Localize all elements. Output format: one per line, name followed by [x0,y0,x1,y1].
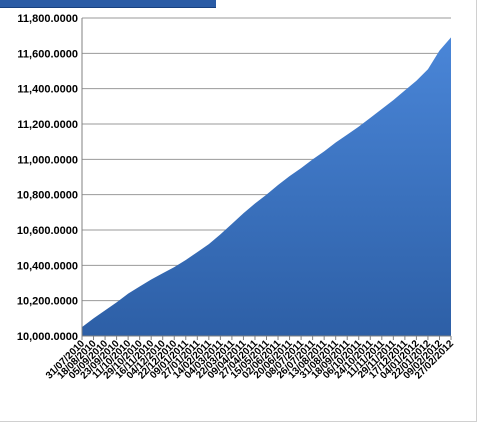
axes [81,18,452,340]
y-tick-label: 10,400.0000 [17,260,78,272]
y-tick-label: 10,800.0000 [17,190,78,202]
chart-header-bar [0,0,216,8]
y-tick-label: 11,400.0000 [17,84,78,96]
y-tick-label: 10,200.0000 [17,296,78,308]
y-tick-label: 10,600.0000 [17,225,78,237]
y-tick-label: 11,200.0000 [17,119,78,131]
x-axis-tick-labels: 31/07/201018/08/201005/09/201023/09/2010… [44,338,456,381]
y-tick-label: 11,000.0000 [17,154,78,166]
area-series-fill [82,37,451,337]
area-series [82,37,451,337]
y-axis-tick-labels: 11,800.0000 11,600.0000 11,400.0000 11,200.… [17,13,78,343]
y-tick-label: 11,600.0000 [17,48,78,60]
y-tick-label: 10,000.0000 [17,331,78,343]
y-tick-label: 11,800.0000 [17,13,78,25]
